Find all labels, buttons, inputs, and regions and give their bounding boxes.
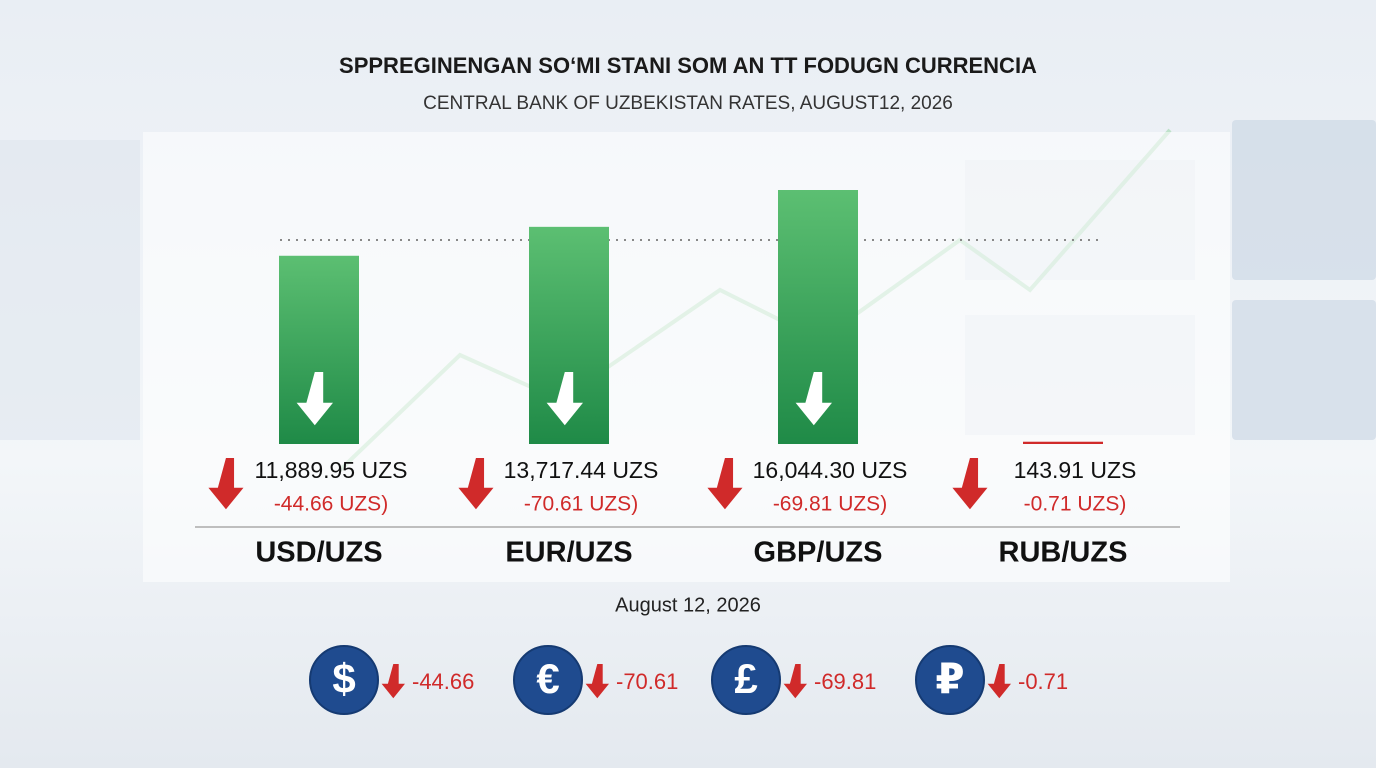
bar-arrow [296,372,333,426]
value-label: 11,889.95 UZS [254,457,407,483]
change-label: -0.71 UZS) [1024,493,1127,516]
icon-change: -44.66 [412,669,474,694]
bg-panel [0,140,140,440]
subtitle: CENTRAL BANK OF UZBEKISTAN RATES, AUGUST… [423,93,953,114]
change-arrow [952,458,988,510]
date: August 12, 2026 [615,594,761,616]
currency-icon [309,645,379,715]
currency-icon [711,645,781,715]
icon-arrow [585,664,609,699]
currency-symbol: ₽ [935,655,964,702]
icon-change: -69.81 [814,669,876,694]
currency-symbol: £ [734,655,757,702]
bar-arrow [795,372,832,426]
change-label: -69.81 UZS) [773,493,887,516]
change-arrow [707,458,743,510]
category-label: EUR/UZS [505,537,632,569]
change-arrow [458,458,494,510]
currency-icon [915,645,985,715]
currency-symbol: € [536,655,559,702]
icon-change: -0.71 [1018,669,1068,694]
bar [1023,441,1103,444]
bg-panel [1232,300,1376,440]
icon-change: -70.61 [616,669,678,694]
bg-panel [1232,120,1376,280]
icon-arrow [783,664,807,699]
value-label: 13,717.44 UZS [504,457,659,483]
change-label: -44.66 UZS) [274,493,388,516]
value-label: 143.91 UZS [1014,457,1137,483]
change-arrow [208,458,244,510]
bar-arrow [546,372,583,426]
icon-arrow [987,664,1011,699]
change-label: -70.61 UZS) [524,493,638,516]
category-label: GBP/UZS [754,537,883,569]
icon-arrow [381,664,405,699]
title: SPPREGINENGAN SO‘MI STANI SOM AN TT FODU… [339,53,1037,78]
currency-symbol: $ [332,655,355,702]
value-label: 16,044.30 UZS [753,457,908,483]
category-label: RUB/UZS [999,537,1128,569]
currency-icon [513,645,583,715]
category-label: USD/UZS [255,537,382,569]
